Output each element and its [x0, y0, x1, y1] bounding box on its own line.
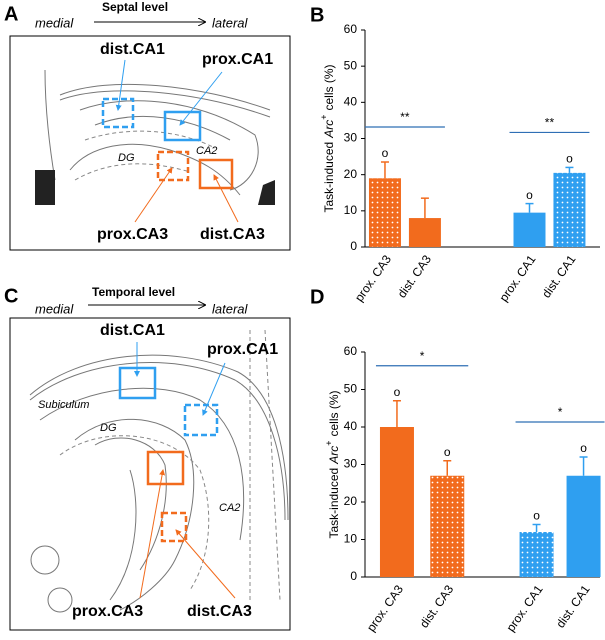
bar	[566, 475, 601, 577]
marker-label: o	[382, 146, 389, 160]
y-tick-label: 40	[344, 419, 358, 433]
region-label: prox.CA3	[72, 603, 143, 620]
leader	[115, 59, 126, 111]
y-tick-label: 40	[344, 95, 358, 109]
region-label: dist.CA3	[200, 226, 265, 243]
marker-label: o	[444, 445, 451, 459]
significance-label: *	[558, 405, 563, 419]
level-title: Temporal level	[92, 285, 175, 299]
marker-label: o	[566, 152, 573, 166]
y-axis-label-part: +	[324, 441, 334, 446]
y-tick-label: 20	[344, 167, 358, 181]
panel-label: C	[4, 285, 18, 307]
region-box	[198, 158, 234, 190]
marker-label: o	[526, 188, 533, 202]
x-tick-label: dist. CA1	[539, 252, 579, 300]
region-box	[101, 97, 135, 129]
panel-a: A medial Septal level lateral dist.CA1 p…	[4, 0, 291, 251]
y-tick-label: 10	[344, 532, 358, 546]
leader	[139, 469, 166, 599]
frame	[9, 317, 291, 631]
structure-label: CA2	[196, 145, 217, 157]
y-axis-label-part: cells (%)	[322, 65, 336, 111]
x-tick-label: prox. CA3	[352, 252, 394, 304]
region-box	[163, 110, 202, 142]
marker-label: o	[533, 509, 540, 523]
leader	[134, 167, 173, 223]
y-tick-label: 60	[344, 344, 358, 358]
y-axis-label: Task-induced Arc+ cells (%)	[324, 391, 341, 539]
level-title: Septal level	[102, 0, 168, 14]
brain-outline	[29, 329, 289, 613]
lateral-label: lateral	[212, 301, 249, 316]
y-axis-label: Task-induced Arc+ cells (%)	[319, 65, 336, 213]
brain-outline	[35, 69, 275, 205]
y-tick-label: 20	[344, 494, 358, 508]
region-label: dist.CA3	[187, 603, 252, 620]
region-label: prox.CA1	[202, 51, 273, 68]
region-label: prox.CA3	[97, 226, 168, 243]
y-axis-label-part: Task-induced	[327, 468, 341, 539]
panel-label: A	[4, 3, 18, 25]
y-tick-label: 30	[344, 457, 358, 471]
structure-label: DG	[100, 422, 117, 434]
leader	[202, 362, 226, 416]
panel-c: C medial Temporal level lateral dist.CA1…	[4, 285, 291, 631]
significance-label: **	[545, 116, 555, 130]
marker-label: o	[580, 441, 587, 455]
panel-label: B	[310, 4, 324, 26]
x-tick-label: dist. CA3	[395, 252, 435, 300]
y-axis-label-part: Task-induced	[322, 142, 336, 213]
medial-label: medial	[35, 301, 74, 316]
y-tick-label: 0	[350, 569, 357, 583]
region-box	[160, 511, 188, 543]
leader	[179, 71, 223, 126]
y-tick-label: 50	[344, 58, 358, 72]
x-tick-label: prox. CA3	[364, 582, 406, 634]
y-tick-label: 50	[344, 382, 358, 396]
region-box	[183, 403, 219, 437]
leader	[175, 529, 236, 599]
structure-label: CA2	[219, 502, 240, 514]
bar	[408, 218, 441, 247]
marker-label: o	[394, 385, 401, 399]
structure-label: DG	[118, 152, 135, 164]
leader	[213, 174, 239, 223]
significance-label: **	[400, 110, 410, 124]
y-tick-label: 10	[344, 203, 358, 217]
y-axis-label-part: Arc	[327, 446, 341, 465]
y-tick-label: 30	[344, 131, 358, 145]
medial-label: medial	[35, 15, 74, 30]
y-tick-label: 60	[344, 22, 358, 36]
x-tick-label: dist. CA1	[553, 582, 593, 630]
structure-label: Subiculum	[38, 399, 89, 411]
x-tick-label: prox. CA1	[496, 252, 538, 304]
x-tick-label: prox. CA1	[504, 582, 546, 634]
y-axis-label-part: cells (%)	[327, 391, 341, 437]
region-box	[156, 150, 190, 182]
region-label: prox.CA1	[207, 341, 278, 358]
bar	[379, 427, 414, 577]
significance-label: *	[420, 349, 425, 363]
x-tick-label: dist. CA3	[417, 582, 457, 630]
bar	[430, 475, 465, 577]
y-axis-label-part: +	[319, 115, 329, 120]
bar	[519, 532, 554, 577]
frame	[9, 35, 291, 251]
bar	[368, 178, 401, 247]
region-box	[146, 450, 185, 486]
bar	[513, 212, 546, 247]
bar	[553, 172, 586, 247]
region-label: dist.CA1	[100, 322, 165, 339]
y-axis-label-part: Arc	[322, 120, 336, 139]
y-tick-label: 0	[350, 239, 357, 253]
lateral-label: lateral	[212, 15, 249, 30]
panel-label: D	[310, 286, 324, 308]
region-label: dist.CA1	[100, 41, 165, 58]
